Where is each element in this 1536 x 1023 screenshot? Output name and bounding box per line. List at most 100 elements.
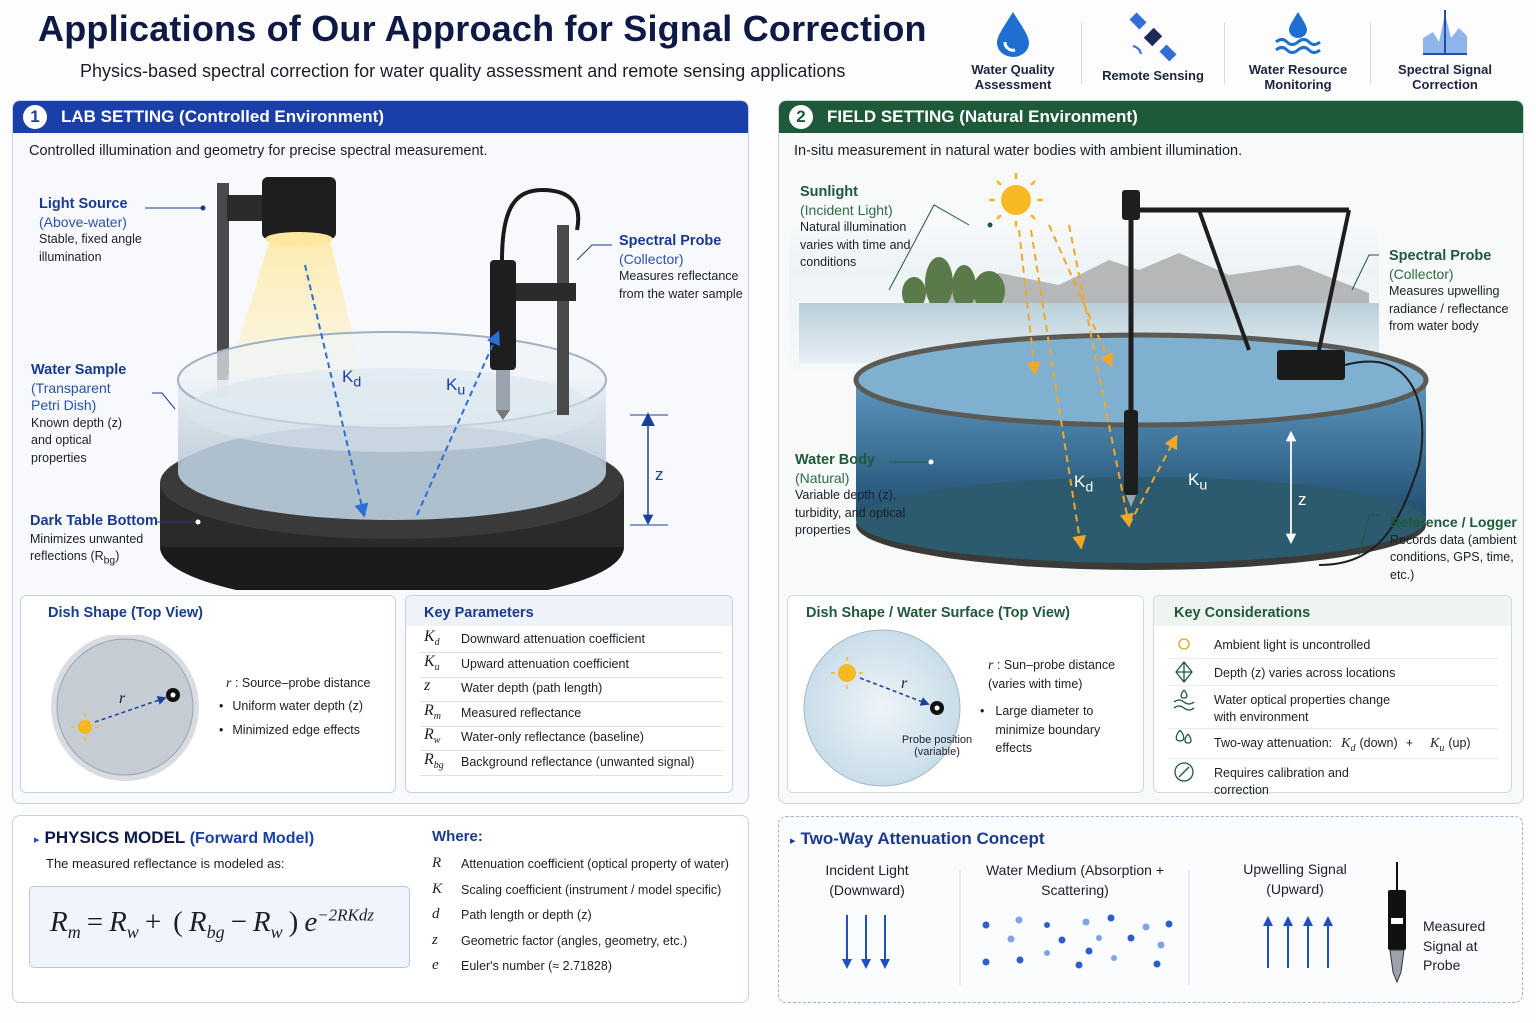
annotation-title: Water Body [795,452,876,468]
shape [1173,638,1195,782]
bullet: • Large diameter to minimize boundary eff… [980,702,1120,758]
formula-symbol: e [304,905,318,938]
parameter-text: Background reflectance (unwanted signal) [461,755,695,769]
petri-dish-bottom [178,424,606,520]
row-divider [420,652,723,653]
consideration-text: Depth (z) varies across locations [1214,666,1396,680]
section-number: 1 [23,105,47,129]
formula: Rm = Rw +(Rbg − Rw) e−2RKdz [50,905,374,942]
annotation-subtitle: (Incident Light) [800,201,893,218]
row-divider [420,701,723,703]
water-surface-top-view [803,629,961,787]
shape [1085,947,1093,955]
symbol: Rbg [424,751,444,771]
lamp [262,177,336,239]
shape [1275,46,1321,54]
formula-symbol: R [50,905,68,938]
probe-tip [1126,495,1136,507]
consideration-text: Two-way attenuation: [1214,736,1333,750]
probe-position-label: Probe position (variable) [901,734,973,758]
formula-operator: ( [173,906,183,938]
shape [1044,922,1050,928]
term-note: (up) [1448,736,1471,750]
title: PHYSICS MODEL [44,828,185,847]
subscript: bg [433,760,444,772]
probe-tip [496,370,510,410]
formula-operator: + [145,906,161,938]
where-symbol: R [432,855,442,871]
two-way-diagram [842,862,1406,985]
symbol: Rm [424,702,441,722]
formula-term: Rw [109,906,139,942]
formula-symbol: = [86,905,104,938]
formula-term: Rm [50,905,81,942]
box-title: Key Parameters [424,605,534,621]
subscript: u [1439,742,1445,754]
annotation-text: Minimizes unwanted reflections (Rbg) [30,531,160,571]
where-text: Attenuation coefficient (optical propert… [461,857,729,871]
shape [1157,941,1165,949]
key-parameters-box [405,595,733,793]
light-source-annotation: Light Source (Above-water) Stable, fixed… [39,196,159,266]
source-icon [78,720,92,734]
spectral-probe-annotation: Spectral Probe (Collector) Measures upwe… [1389,248,1519,336]
shape [1153,960,1161,968]
z-label: z [655,465,664,484]
section-number: 2 [789,105,813,129]
shape [1275,38,1321,54]
consideration: Ambient light is uncontrolled [1214,637,1404,654]
dish-inner [56,638,194,776]
consideration-text: Ambient light is uncontrolled [1214,638,1371,652]
icon-label: Remote Sensing [1102,68,1204,83]
consideration: Two-way attenuation: Kd (down) + Ku (up) [1214,735,1504,757]
row-divider [420,750,723,752]
formula-superscript: −2RKdz [317,905,375,924]
subscript: d [434,637,440,649]
annotation-subtitle: (Collector) [1389,265,1454,282]
leader-line [152,392,176,410]
sun-rays [831,657,863,689]
symbol-letter: K [1341,736,1351,751]
where-text: Geometric factor (angles, geometry, etc.… [461,933,688,948]
annotation-text: Measures upwelling radiance / reflectanc… [1389,284,1509,333]
where-text: Path length or depth (z) [461,908,592,923]
sun [1001,185,1031,215]
subscript: bg [103,555,116,567]
annotation-text: Measures reflectance from the water samp… [619,269,743,301]
subscript: d [353,374,362,391]
incident-rays [1018,224,1134,550]
subscript: u [457,382,466,399]
annotation-title: Spectral Probe [619,233,722,249]
row-divider [1168,685,1498,686]
row-divider [1168,728,1498,729]
symbol: Ku [424,653,440,673]
shape [1016,956,1024,964]
reference-logger-annotation: Reference / Logger Records data (ambient… [1390,514,1520,584]
leader-dot [987,222,993,228]
row-divider [420,775,723,776]
lab-illustration [145,177,668,590]
box-title: Key Considerations [1174,605,1311,621]
physics-intro: The measured reflectance is modeled as: [46,856,285,871]
dish-top-view [51,635,199,781]
line-segment [1030,214,1036,220]
lab-header: 1 LAB SETTING (Controlled Environment) [13,101,748,133]
consideration: Requires calibration and correction [1214,765,1404,799]
field-illustration [789,173,1429,570]
where-symbol: z [432,931,438,948]
page-subtitle: Physics-based spectral correction for wa… [80,61,846,81]
where-symbol: d [432,906,440,923]
subscript: w [433,735,441,747]
symbol: Kd [1341,736,1355,754]
formula-term: Rbg [189,906,225,942]
shape [1107,914,1115,922]
parameter-text: Measured reflectance [461,705,582,720]
pool-bottom [856,477,1426,563]
depth-icon [1175,660,1193,684]
column-title: Incident Light (Downward) [825,862,909,898]
annotation-text: Variable depth (z), turbidity, and optic… [795,488,906,537]
legend-text: : Sun–probe distance (varies with time) [988,658,1116,691]
water-icon [1173,689,1195,711]
parameter-text: Water-only reflectance (baseline) [461,730,644,745]
